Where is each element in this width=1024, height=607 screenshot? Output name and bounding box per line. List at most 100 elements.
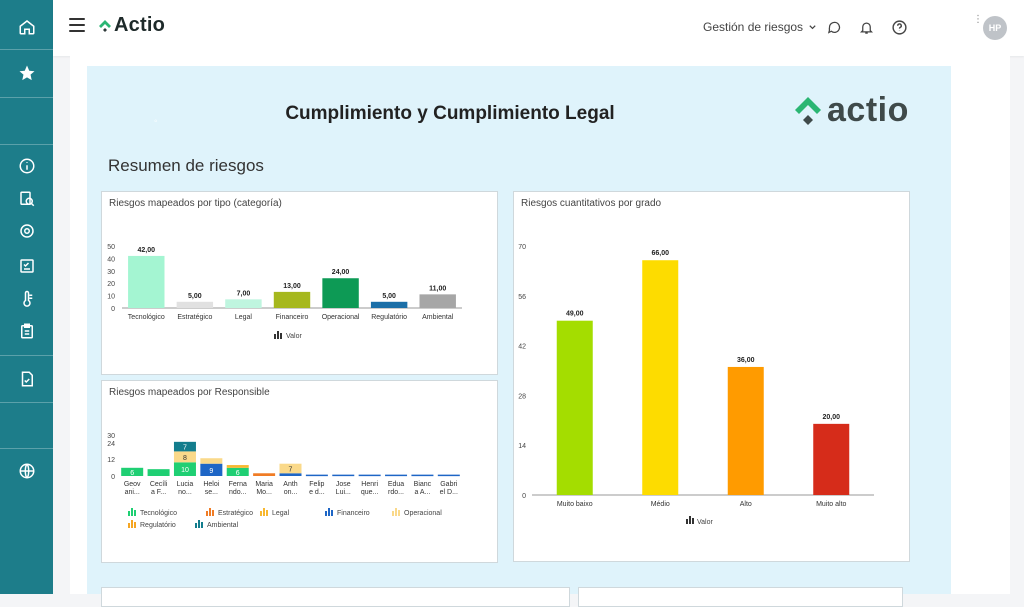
- star-icon[interactable]: [0, 58, 53, 88]
- y-tick-label: 10: [107, 294, 115, 301]
- kebab-icon[interactable]: ⋮: [973, 14, 983, 25]
- home-icon[interactable]: [0, 12, 53, 42]
- x-tick-label: Operacional: [322, 314, 360, 321]
- chart-by-type: 50 40 30 20 10 0 42,00 Tecnológico 5,00 Estratégi…: [107, 244, 462, 340]
- globe-icon[interactable]: [0, 456, 53, 486]
- legend-icon: [280, 333, 282, 339]
- x-tick-label: Edua: [388, 481, 404, 488]
- chart-title: Riesgos mapeados por tipo (categoría): [109, 198, 282, 209]
- info-icon[interactable]: [0, 151, 53, 181]
- y-tick-label: 24: [107, 441, 115, 448]
- bar: [322, 278, 359, 308]
- x-tick-label: Gabri: [440, 481, 458, 488]
- clipboard-icon[interactable]: [0, 316, 53, 346]
- x-tick-label: e d...: [309, 489, 325, 496]
- x-tick-label: Henri: [361, 481, 378, 488]
- y-tick-label: 40: [107, 256, 115, 263]
- x-tick-label: que...: [361, 489, 379, 496]
- bar: [176, 301, 214, 308]
- bar-value-label: 5,00: [382, 293, 396, 300]
- bar: [370, 301, 408, 308]
- thermometer-icon[interactable]: [0, 284, 53, 314]
- legend-icon: [263, 508, 265, 516]
- x-tick-label: Bianc: [414, 481, 432, 488]
- settings-cog-icon[interactable]: [0, 216, 53, 246]
- sidebar-divider: [0, 97, 53, 98]
- x-tick-label: Regulatório: [371, 314, 407, 321]
- avatar[interactable]: HP: [983, 16, 1007, 40]
- stacked-bar-segment: [411, 474, 434, 477]
- x-tick-label: Anth: [283, 481, 298, 488]
- bottom-card-right: [578, 587, 903, 607]
- bottom-card-left: [101, 587, 570, 607]
- x-tick-label: Financeiro: [276, 314, 309, 321]
- legend-icon: [131, 508, 133, 516]
- legend-label: Regulatório: [140, 522, 176, 529]
- stacked-bar-segment: [147, 469, 170, 476]
- stacked-bar-segment: [437, 474, 460, 477]
- x-tick-label: Médio: [651, 501, 670, 508]
- legend-icon: [325, 511, 327, 516]
- legend-label: Valor: [697, 519, 713, 526]
- y-tick-label: 0: [111, 474, 115, 481]
- bar: [419, 294, 456, 308]
- module-dropdown[interactable]: Gestión de riesgos: [703, 20, 817, 34]
- chart-title: Riesgos cuantitativos por grado: [521, 198, 662, 209]
- report-marker: ◦: [154, 116, 158, 127]
- chart-by-grade: 70 56 42 28 14 0 49,00 Muito baixo 66,00 Médio 36,…: [518, 244, 874, 526]
- x-tick-label: Jose: [336, 481, 351, 488]
- bar: [556, 320, 593, 495]
- stacked-bar-segment: [173, 441, 196, 452]
- bar: [128, 255, 165, 308]
- stacked-bar-segment: [226, 467, 249, 476]
- actio-report-logo-icon: [795, 96, 821, 125]
- legend-label: Operacional: [404, 510, 442, 517]
- document-check-icon[interactable]: [0, 364, 53, 394]
- checklist-icon[interactable]: [0, 251, 53, 281]
- legend-icon: [260, 511, 262, 516]
- y-tick-label: 20: [107, 281, 115, 288]
- bell-icon[interactable]: [857, 18, 875, 36]
- chart-title: Riesgos mapeados por Responsible: [109, 387, 270, 398]
- report-title: Cumplimiento y Cumplimiento Legal: [285, 103, 615, 124]
- bar-value-label: 24,00: [332, 269, 350, 276]
- legend-icon: [131, 520, 133, 528]
- actio-logo-icon: [99, 19, 111, 32]
- brand-logo[interactable]: Actio: [97, 14, 165, 37]
- legend-label: Financeiro: [337, 510, 370, 517]
- legend-icon: [128, 523, 130, 528]
- legend-icon: [209, 508, 211, 516]
- module-dropdown-label: Gestión de riesgos: [703, 20, 804, 34]
- legend-icon: [134, 522, 136, 528]
- legend-icon: [398, 510, 400, 516]
- y-tick-label: 50: [107, 244, 115, 251]
- legend-icon: [395, 508, 397, 516]
- bar-value-label: 42,00: [138, 247, 156, 254]
- menu-icon[interactable]: [69, 18, 85, 34]
- segment-value-label: 8: [183, 455, 187, 462]
- chat-icon[interactable]: [825, 18, 843, 36]
- sidebar-divider: [0, 448, 53, 449]
- sidebar: [0, 0, 53, 594]
- bar: [727, 366, 764, 495]
- sidebar-divider: [0, 402, 53, 403]
- bar: [273, 291, 311, 308]
- bar: [813, 423, 850, 495]
- stacked-bar-segment: [200, 458, 223, 464]
- legend-icon: [206, 511, 208, 516]
- x-tick-label: on...: [284, 489, 298, 496]
- legend-label: Valor: [286, 333, 302, 340]
- legend-icon: [128, 511, 130, 516]
- y-tick-label: 56: [518, 294, 526, 301]
- sidebar-divider: [0, 49, 53, 50]
- search-doc-icon[interactable]: [0, 184, 53, 214]
- legend-icon: [331, 510, 333, 516]
- y-tick-label: 14: [518, 443, 526, 450]
- x-tick-label: no...: [178, 489, 192, 496]
- x-tick-label: Heloi: [203, 481, 219, 488]
- legend-icon: [689, 516, 691, 524]
- help-icon[interactable]: [890, 18, 908, 36]
- stacked-bar-segment: [173, 451, 196, 463]
- y-tick-label: 12: [107, 457, 115, 464]
